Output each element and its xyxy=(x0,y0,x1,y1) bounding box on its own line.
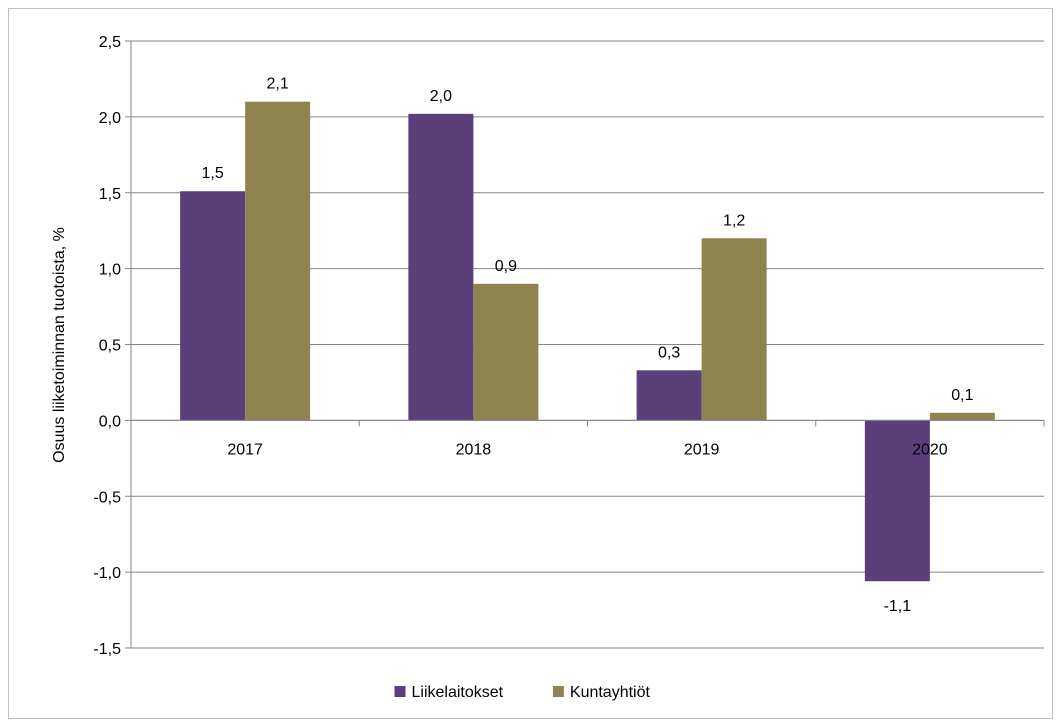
y-tick-label: 2,5 xyxy=(99,34,121,51)
bar-liikelaitokset-2017 xyxy=(180,191,246,421)
data-labels: 1,5 2,1 2,0 0,9 0,3 1,2 -1,1 0,1 xyxy=(202,76,974,616)
x-tick-label: 2017 xyxy=(227,441,263,458)
y-tick-labels: 2,5 2,0 1,5 1,0 0,5 0,0 -0,5 -1,0 -1,5 xyxy=(93,34,121,658)
y-tick-label: 1,0 xyxy=(99,262,121,279)
data-label: 0,9 xyxy=(495,258,517,275)
data-label: 0,3 xyxy=(658,344,680,361)
data-label: 2,1 xyxy=(267,76,289,93)
data-label: 2,0 xyxy=(430,88,452,105)
bar-liikelaitokset-2020 xyxy=(864,420,930,582)
y-tick-label: -0,5 xyxy=(93,489,121,506)
legend: Liikelaitokset Kuntayhtiöt xyxy=(394,684,651,701)
x-tick-label: 2018 xyxy=(456,441,492,458)
y-tick-label: 0,0 xyxy=(99,413,121,430)
y-tick-label: 2,0 xyxy=(99,110,121,127)
y-tick-label: -1,0 xyxy=(93,565,121,582)
bar-liikelaitokset-2018 xyxy=(408,113,474,421)
bar-kuntayhti-t-2020 xyxy=(929,412,995,421)
y-tick-label: -1,5 xyxy=(93,641,121,658)
y-axis-label: Osuus liiketoiminnan tuotoista, % xyxy=(51,227,68,463)
y-tick-label: 0,5 xyxy=(99,338,121,355)
bar-kuntayhti-t-2018 xyxy=(473,283,539,421)
bar-kuntayhti-t-2019 xyxy=(701,238,767,421)
x-tick-label: 2020 xyxy=(912,441,948,458)
bar-kuntayhti-t-2017 xyxy=(245,101,311,421)
legend-swatch xyxy=(552,686,564,697)
data-label: -1,1 xyxy=(884,598,912,615)
legend-swatch xyxy=(394,686,406,697)
data-label: 0,1 xyxy=(951,387,973,404)
x-tick-labels: 2017 2018 2019 2020 xyxy=(227,441,947,458)
legend-label: Liikelaitokset xyxy=(412,684,504,701)
legend-label: Kuntayhtiöt xyxy=(570,684,651,701)
data-label: 1,2 xyxy=(723,212,745,229)
axes xyxy=(125,40,1045,649)
y-tick-label: 1,5 xyxy=(99,186,121,203)
data-label: 1,5 xyxy=(202,165,224,182)
bar-liikelaitokset-2019 xyxy=(636,370,702,421)
x-tick-label: 2019 xyxy=(684,441,720,458)
bars xyxy=(180,101,995,582)
